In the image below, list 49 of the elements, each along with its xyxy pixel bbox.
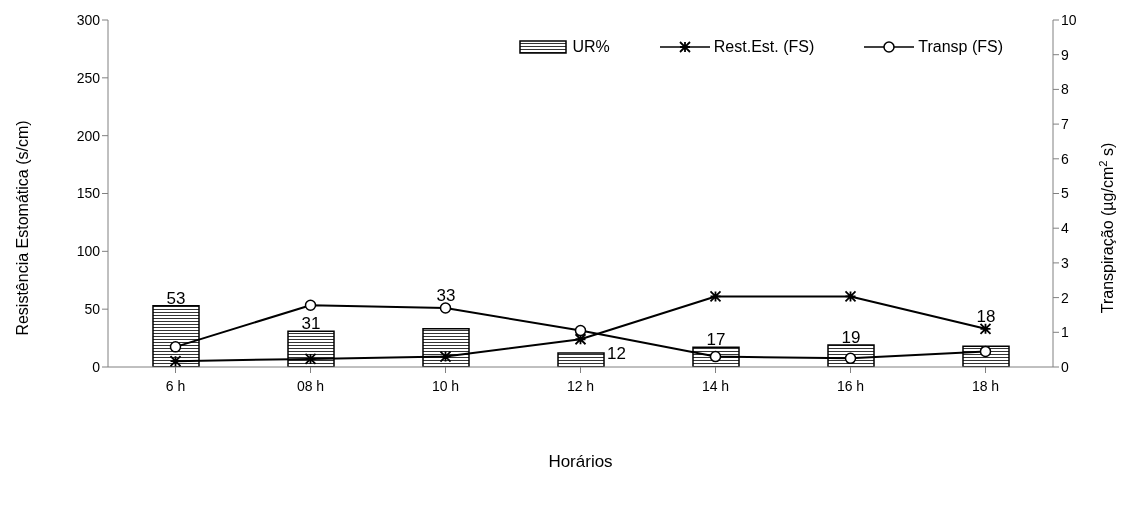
x-tick-label: 16 h <box>836 377 865 394</box>
x-tick-label: 08 h <box>296 377 325 394</box>
legend-label: UR% <box>572 38 610 56</box>
point <box>439 350 452 363</box>
y-tick-label: 0 <box>92 358 101 375</box>
y2-tick-label: 10 <box>1061 11 1077 28</box>
x-tick-label: 14 h <box>701 377 730 394</box>
y-tick-label: 200 <box>76 127 101 144</box>
legend-label: Transp (FS) <box>918 38 1003 56</box>
y-tick-label: 150 <box>76 185 101 202</box>
x-tick-label: 10 h <box>431 377 460 394</box>
point <box>574 324 587 337</box>
point <box>574 333 587 346</box>
y-tick-label: 100 <box>76 243 101 260</box>
point <box>979 322 992 335</box>
point <box>439 302 452 314</box>
y-tick-label: 50 <box>84 301 101 318</box>
y2-tick-label: 0 <box>1061 358 1069 375</box>
data-label: 18 <box>976 306 996 326</box>
y2-tick-label: 7 <box>1061 116 1069 133</box>
y2-tick-label: 6 <box>1061 150 1069 167</box>
data-label: 53 <box>166 288 186 308</box>
data-label: 17 <box>706 330 726 350</box>
y2-tick-label: 9 <box>1061 46 1069 63</box>
y-tick-label: 300 <box>76 11 101 28</box>
point <box>844 290 857 303</box>
point <box>169 341 182 353</box>
data-label: 31 <box>301 314 321 334</box>
legend-label: Rest.Est. (FS) <box>713 38 815 56</box>
y2-tick-label: 3 <box>1061 254 1069 271</box>
data-label: 12 <box>607 344 626 364</box>
point <box>709 290 722 303</box>
point <box>304 299 317 311</box>
data-label: 19 <box>841 328 861 348</box>
x-tick-label: 12 h <box>566 377 595 394</box>
y2-tick-label: 1 <box>1061 324 1069 341</box>
point <box>169 355 182 367</box>
data-label: 33 <box>436 286 456 306</box>
y-axis-title: Resistência Estomática (s/cm) <box>14 120 31 336</box>
x-axis-title: Horários <box>548 452 613 471</box>
y2-tick-label: 8 <box>1061 81 1069 98</box>
y2-tick-label: 5 <box>1061 185 1069 202</box>
y2-tick-label: 2 <box>1061 289 1069 306</box>
bar <box>557 352 605 367</box>
x-tick-label: 6 h <box>165 377 186 394</box>
y2-tick-label: 4 <box>1061 220 1069 237</box>
x-tick-label: 18 h <box>971 377 1000 394</box>
point <box>304 353 317 365</box>
y-tick-label: 250 <box>76 69 101 86</box>
